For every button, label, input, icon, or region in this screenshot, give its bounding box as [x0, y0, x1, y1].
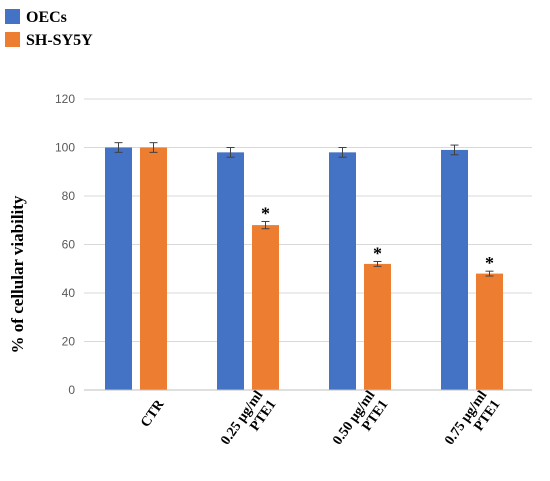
legend-swatch-1 — [5, 32, 20, 47]
y-tick-label-0: 0 — [68, 383, 75, 397]
significance-star-2: * — [373, 243, 382, 263]
x-tick-label-line: CTR — [138, 397, 168, 431]
bar-sh-sy5y-3 — [476, 273, 503, 390]
y-axis-ticks: 0 20 40 60 80 100 120 — [55, 92, 75, 397]
y-tick-label-5: 100 — [55, 141, 75, 155]
bars — [105, 147, 503, 390]
legend: OECs SH-SY5Y — [5, 9, 93, 49]
error-bars — [114, 142, 494, 277]
bar-sh-sy5y-2 — [364, 263, 391, 390]
significance-star-3: * — [485, 253, 494, 273]
significance-markers: * * * — [261, 203, 494, 273]
bar-oecs-0 — [105, 147, 132, 390]
x-tick-label-0: CTR — [138, 397, 168, 431]
bar-oecs-1 — [217, 152, 244, 390]
bar-oecs-3 — [441, 149, 468, 390]
y-axis-title: % of cellular viability — [8, 195, 27, 353]
bar-sh-sy5y-0 — [140, 147, 167, 390]
legend-label-1: SH-SY5Y — [26, 32, 93, 49]
y-tick-label-4: 80 — [62, 189, 76, 203]
y-tick-label-1: 20 — [62, 335, 76, 349]
y-tick-label-2: 40 — [62, 286, 76, 300]
y-tick-label-3: 60 — [62, 238, 76, 252]
legend-label-0: OECs — [26, 9, 67, 26]
bar-sh-sy5y-1 — [252, 225, 279, 390]
y-tick-label-6: 120 — [55, 92, 75, 106]
significance-star-1: * — [261, 203, 270, 223]
legend-swatch-0 — [5, 9, 20, 24]
bar-oecs-2 — [329, 152, 356, 390]
